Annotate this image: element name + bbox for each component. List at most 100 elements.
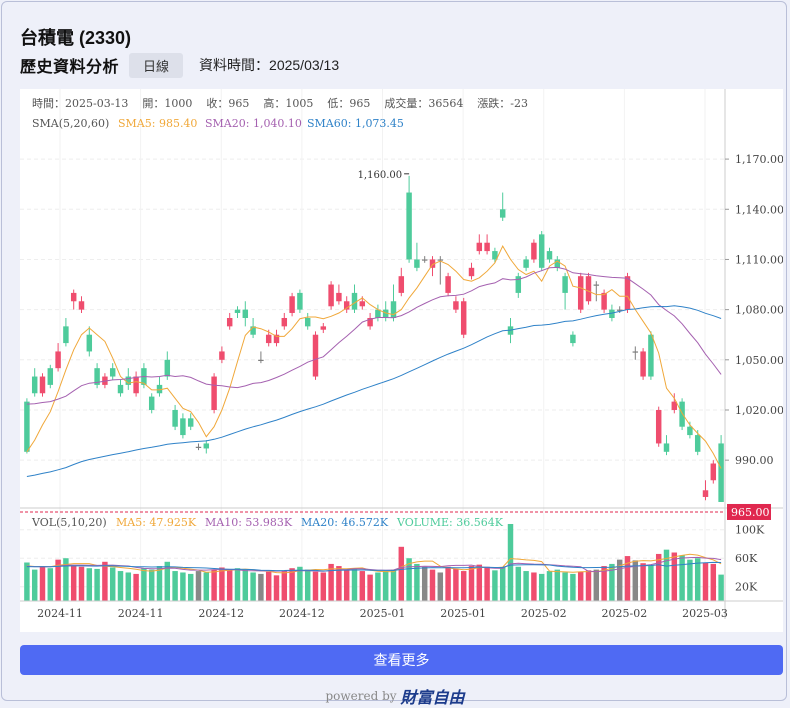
volume-bar [31,569,38,601]
candle-body [694,435,701,452]
volume-bar [234,568,241,601]
volume-bar [304,569,311,601]
powered-by-text: powered by [325,689,397,703]
candle-body [554,259,561,268]
candle-body [78,301,85,310]
candle-body [312,334,319,377]
time-tick-label: 2025-01 [440,607,486,620]
candle-body [297,292,303,310]
volume-bar [289,568,295,601]
volume-bar [679,555,685,601]
time-tick-label: 2024-11 [118,607,164,620]
volume-bar [616,559,623,601]
time-tick-label: 2025-01 [360,607,406,620]
volume-bar [406,558,412,601]
volume-bar [55,559,61,601]
candle-body [398,276,405,293]
volume-bar [141,568,147,601]
candle-body [671,401,678,410]
vol-label: VOL(5,10,20) [31,516,107,529]
candle-body [148,396,155,410]
time-tick-label: 2025-02 [521,607,567,620]
candle-body [429,259,436,268]
candle-body [616,309,623,311]
volume-bar [538,573,545,601]
chart-container[interactable]: 990.00 1,020.00 1,050.00 1,080.00 1,110.00 1,… [20,89,784,632]
sma20-line [26,266,722,405]
candle-body [343,301,350,310]
view-more-button[interactable]: 查看更多 [20,645,783,675]
volume-bar [78,566,85,601]
candle-body [531,242,537,260]
candle-body [577,276,584,310]
time-tick-label: 2024-12 [279,607,325,620]
candle-body [367,317,373,327]
candle-body [39,376,46,394]
candle-body [336,292,342,302]
time-tick-label: 2024-12 [198,607,244,620]
volume-bar [148,569,155,601]
volume-bar [312,571,319,601]
volume-bar [281,571,288,601]
volume-bar [507,523,514,601]
data-time: 資料時間：2025/03/13 [199,57,340,73]
candle-body [234,309,241,313]
volume-bar [499,567,506,601]
volume-bar [577,571,584,601]
volume-tick-label: 100K [735,524,765,537]
ma5-label: MA5: 47.925K [116,516,197,529]
candle-body [172,409,178,427]
volume-bar [320,572,327,601]
candle-body [585,276,592,302]
sma5-label: SMA5: 985.40 [118,117,197,130]
volume-bar [133,573,139,601]
candle-body [421,259,428,261]
candle-body [406,192,412,260]
volume-bar [328,563,334,601]
candle-body [640,351,646,377]
candle-body [211,376,217,410]
volume-bar [125,572,132,601]
time-tick-label: 2024-11 [37,607,83,620]
volume-bar [195,571,202,601]
volume-bar [663,549,670,601]
candle-body [484,242,490,252]
volume-bar [63,558,69,601]
candle-body [125,376,132,385]
volume-bar [117,571,124,601]
volume-bar [655,553,662,601]
volume-bar [531,572,537,601]
candle-body [281,317,288,327]
volume-bar [687,559,693,601]
candle-body [593,284,600,286]
volume-bar [359,571,366,601]
powered-by[interactable]: powered by 財富自由 [0,684,790,708]
sma60-line [26,305,722,477]
candle-body [648,334,654,377]
candle-body [390,301,397,318]
ma20-label: MA20: 46.572K [301,516,389,529]
volume-bar [226,570,233,601]
volume-bar [102,561,108,601]
price-tick-label: 1,110.00 [735,253,783,266]
candle-body [687,426,693,436]
candle-body [515,276,522,293]
candle-body [109,368,116,377]
volume-bar [492,570,498,601]
volume-bar [585,570,592,601]
period-badge[interactable]: 日線 [129,52,184,78]
volume-bar [398,546,405,601]
price-candles [24,175,724,502]
candle-body [86,334,93,352]
candle-body [538,234,545,268]
candle-body [468,267,475,277]
candle-body [265,334,272,344]
candle-body [437,259,444,261]
volume-bar [702,562,709,601]
candle-body [499,209,506,218]
volume-bar [164,561,171,601]
candle-body [460,301,467,335]
candle-body [242,309,249,318]
candlestick-chart[interactable]: 990.00 1,020.00 1,050.00 1,080.00 1,110.00 1,… [20,89,784,632]
volume-bar [273,575,280,601]
